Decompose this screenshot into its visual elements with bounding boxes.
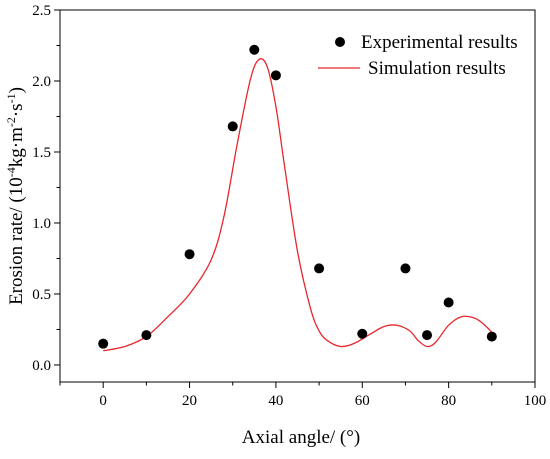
x-tick-label: 40 <box>268 393 283 409</box>
experimental-point <box>98 338 109 349</box>
experimental-point <box>400 263 411 274</box>
y-axis-title-exp1: -4 <box>4 167 18 177</box>
experimental-series <box>98 44 497 349</box>
legend-label-experimental: Experimental results <box>361 32 518 53</box>
x-tick-label: 60 <box>355 393 370 409</box>
legend-marker-experimental <box>335 37 345 47</box>
experimental-point <box>249 44 260 55</box>
experimental-point <box>270 70 281 81</box>
y-tick-label: 1.5 <box>32 145 51 161</box>
simulation-line <box>103 58 493 352</box>
y-tick-label: 0.5 <box>32 287 51 303</box>
legend-label-simulation: Simulation results <box>368 58 506 79</box>
simulation-series <box>103 58 493 352</box>
x-tick-label: 100 <box>524 393 547 409</box>
y-axis-title-end: ) <box>6 87 27 93</box>
y-axis-title-exp3: -1 <box>4 93 18 103</box>
y-axis-title-mid2: ·s <box>6 103 27 117</box>
y-tick-label: 2.0 <box>32 74 51 90</box>
experimental-point <box>357 328 368 339</box>
x-tick-label: 0 <box>99 393 107 409</box>
y-axis-title: Erosion rate/ (10-4kg·m-2·s-1) <box>4 87 27 305</box>
y-tick-label: 1.0 <box>32 216 51 232</box>
x-axis-title: Axial angle/ (°) <box>242 427 360 448</box>
ticks-layer: 0 20 40 60 80 100 0.0 0.5 1.0 1.5 2.0 2.5 <box>32 3 546 409</box>
experimental-point <box>141 330 152 341</box>
experimental-point <box>486 331 497 342</box>
experimental-point <box>443 297 454 308</box>
y-axis-title-mid: kg·m <box>6 127 27 167</box>
y-tick-label: 2.5 <box>32 3 51 19</box>
legend: Experimental results Simulation results <box>318 32 518 79</box>
plot-frame <box>59 9 536 383</box>
y-axis-title-main: Erosion rate/ (10 <box>6 177 27 305</box>
x-tick-label: 20 <box>182 393 197 409</box>
y-axis-title-exp2: -2 <box>4 117 18 127</box>
experimental-point <box>314 263 325 274</box>
x-tick-label: 80 <box>441 393 456 409</box>
experimental-point <box>184 249 195 260</box>
experimental-point <box>227 121 238 132</box>
experimental-point <box>422 330 433 341</box>
y-tick-label: 0.0 <box>32 358 51 374</box>
